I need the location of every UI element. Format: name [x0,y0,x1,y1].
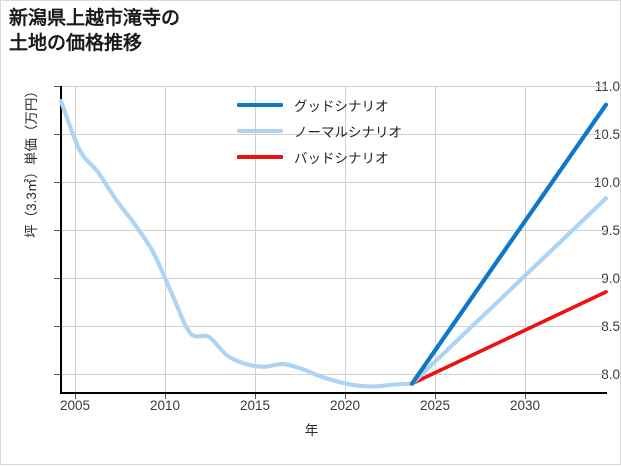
legend-item-bad: バッドシナリオ [237,144,427,170]
y-tick-mark [54,326,60,327]
y-tick-mark [54,182,60,183]
series-line-good-scenario [409,102,609,386]
gridline-vertical [525,86,526,393]
x-tick-mark [75,394,76,399]
x-tick-mark [255,394,256,399]
y-tick-label-8-5: 8.5 [601,319,620,334]
y-tick-label-8: 8.0 [601,367,620,382]
gridline-horizontal [60,374,606,375]
x-tick-label-2005: 2005 [59,398,91,413]
y-tick-label-11: 11.0 [594,79,620,94]
y-tick-label-9-5: 9.5 [601,223,620,238]
y-tick-mark [54,86,60,87]
legend-label-bad: バッドシナリオ [294,151,389,166]
x-tick-label-2010: 2010 [149,398,181,413]
x-tick-mark [435,394,436,399]
legend-swatch-bad-icon [237,155,283,159]
x-tick-label-2020: 2020 [329,398,361,413]
x-tick-label-2030: 2030 [509,398,541,413]
x-axis-spine [60,392,607,394]
legend-label-normal: ノーマルシナリオ [294,125,402,140]
x-tick-label-2015: 2015 [239,398,271,413]
legend-label-good: グッドシナリオ [294,99,389,114]
series-line-normal-scenario [409,196,609,386]
y-tick-mark [54,374,60,375]
series-line-history [58,98,415,389]
y-tick-label-10: 10.0 [593,175,620,190]
legend-swatch-good-icon [237,103,283,107]
x-tick-mark [165,394,166,399]
x-axis-label: 年 [304,423,319,438]
legend-item-normal: ノーマルシナリオ [237,118,427,144]
gridline-horizontal [60,182,606,183]
chart-legend: グッドシナリオ ノーマルシナリオ バッドシナリオ [237,92,427,170]
y-tick-mark [54,278,60,279]
page-title: 新潟県上越市滝寺の 土地の価格推移 [9,8,181,55]
x-tick-label-2025: 2025 [419,398,451,413]
gridline-vertical [435,86,436,393]
y-tick-label-9: 9.0 [601,271,620,286]
gridline-vertical [255,86,256,393]
y-tick-mark [54,230,60,231]
series-line-bad-scenario [410,290,608,386]
legend-item-good: グッドシナリオ [237,92,427,118]
gridline-vertical [165,86,166,393]
x-tick-mark [525,394,526,399]
gridline-horizontal [60,326,606,327]
y-tick-label-10-5: 10.5 [593,127,620,142]
gridline-vertical [75,86,76,393]
gridline-horizontal [60,278,606,279]
y-axis-spine [60,86,62,394]
gridline-horizontal [60,86,606,87]
gridline-horizontal [60,230,606,231]
gridline-horizontal [60,134,606,135]
legend-swatch-normal-icon [237,129,283,133]
y-tick-mark [54,134,60,135]
gridline-vertical [345,86,346,393]
x-tick-mark [345,394,346,399]
